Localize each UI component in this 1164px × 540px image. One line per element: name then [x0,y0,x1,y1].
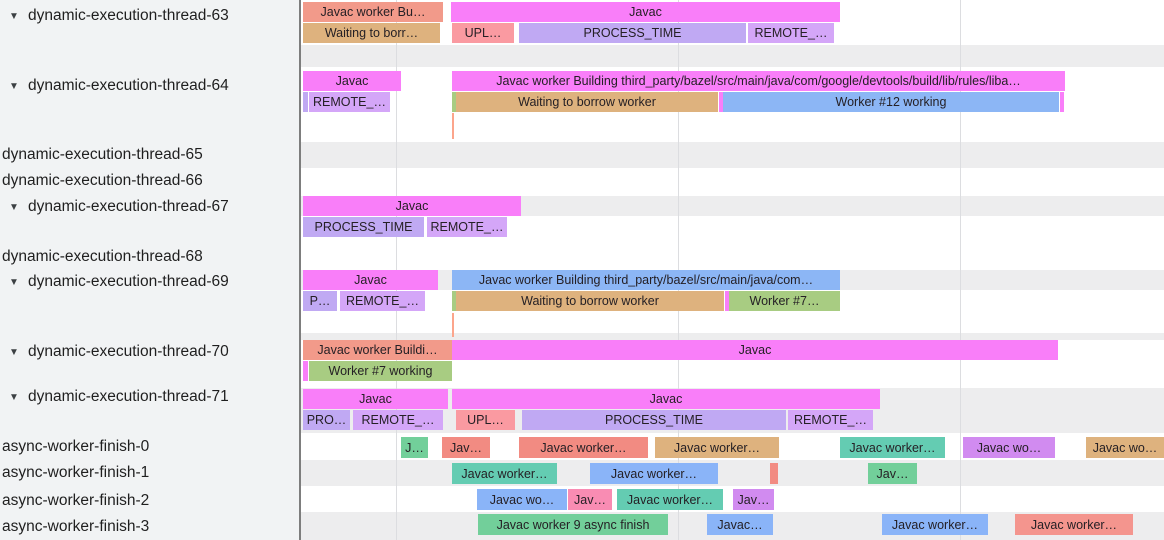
trace-slice[interactable]: Javac worker Building third_party/bazel/… [452,270,840,290]
track-row-dynamic-execution-thread-65[interactable]: dynamic-execution-thread-65 [0,142,299,168]
trace-slice[interactable]: Javac [303,71,401,91]
expand-arrow-icon[interactable]: ▼ [9,346,19,358]
trace-slice[interactable] [452,92,456,112]
trace-slice[interactable]: Jav… [568,489,612,510]
trace-slice[interactable] [725,291,729,311]
track-label: dynamic-execution-thread-68 [2,248,203,265]
trace-slice[interactable]: REMOTE_… [427,217,507,237]
trace-slice[interactable] [303,361,308,381]
trace-slice[interactable]: J… [401,437,428,458]
track-row-dynamic-execution-thread-63[interactable]: ▼ dynamic-execution-thread-63 [0,3,299,29]
trace-slice[interactable]: Javac worker Bu… [303,2,443,22]
expand-arrow-icon[interactable]: ▼ [9,276,19,288]
trace-slice[interactable]: Javac worker Buildi… [303,340,452,360]
trace-slice[interactable]: Javac [452,389,880,409]
sidebar-divider [299,0,301,540]
trace-slice[interactable]: Javac [303,196,521,216]
trace-slice[interactable]: Worker #7 working [309,361,452,381]
track-row-dynamic-execution-thread-67[interactable]: ▼ dynamic-execution-thread-67 [0,194,299,220]
expand-arrow-icon[interactable]: ▼ [9,201,19,213]
trace-slice[interactable]: Javac wo… [477,489,567,510]
incomplete-slice-marker [452,113,454,139]
trace-slice[interactable]: Javac wo… [963,437,1055,458]
trace-slice[interactable] [452,291,456,311]
track-label: async-worker-finish-1 [2,464,150,481]
trace-slice[interactable]: Javac worker… [655,437,779,458]
trace-slice[interactable]: Javac [303,270,438,290]
track-label: dynamic-execution-thread-66 [2,172,203,189]
track-row-async-worker-finish-2[interactable]: async-worker-finish-2 [0,488,299,514]
trace-slice[interactable]: Jav… [868,463,917,484]
track-label: dynamic-execution-thread-71 [28,388,229,405]
track-row-dynamic-execution-thread-64[interactable]: ▼ dynamic-execution-thread-64 [0,73,299,99]
track-row-async-worker-finish-0[interactable]: async-worker-finish-0 [0,434,299,460]
trace-slice[interactable]: PROCESS_TIME [303,217,424,237]
trace-slice[interactable]: Javac… [707,514,773,535]
trace-slice[interactable]: Worker #7… [729,291,840,311]
time-gridline [960,0,961,540]
trace-slice[interactable]: Worker #12 working [723,92,1059,112]
track-label: dynamic-execution-thread-65 [2,146,203,163]
trace-slice[interactable]: REMOTE_… [340,291,425,311]
track-label: dynamic-execution-thread-63 [28,7,229,24]
track-label: async-worker-finish-2 [2,492,150,509]
trace-slice[interactable]: PRO… [303,410,350,430]
trace-slice[interactable]: REMOTE_… [748,23,834,43]
trace-slice[interactable]: PROCESS_TIME [519,23,746,43]
trace-slice[interactable]: Waiting to borrow worker [456,291,724,311]
trace-slice[interactable]: Jav… [733,489,774,510]
track-label: dynamic-execution-thread-64 [28,77,229,94]
trace-slice[interactable]: Jav… [442,437,490,458]
track-label: dynamic-execution-thread-67 [28,198,229,215]
track-label: dynamic-execution-thread-69 [28,273,229,290]
track-row-dynamic-execution-thread-66[interactable]: dynamic-execution-thread-66 [0,168,299,194]
trace-slice[interactable]: UPL… [452,23,514,43]
row-background-band [0,333,1164,340]
trace-slice[interactable]: Javac worker 9 async finish [478,514,668,535]
trace-slice[interactable] [303,92,308,112]
trace-slice[interactable]: Javac worker… [1015,514,1133,535]
expand-arrow-icon[interactable]: ▼ [9,10,19,22]
trace-slice[interactable] [1060,92,1064,112]
trace-slice[interactable]: PROCESS_TIME [522,410,786,430]
trace-slice[interactable]: Javac worker… [590,463,718,484]
trace-slice[interactable]: P… [303,291,337,311]
track-row-dynamic-execution-thread-68[interactable]: dynamic-execution-thread-68 [0,244,299,270]
trace-slice[interactable] [719,92,723,112]
trace-slice[interactable]: Javac [303,389,448,409]
trace-slice[interactable] [770,463,778,484]
trace-slice[interactable]: Javac worker… [519,437,648,458]
trace-slice[interactable]: Javac worker… [617,489,723,510]
track-row-dynamic-execution-thread-70[interactable]: ▼ dynamic-execution-thread-70 [0,339,299,365]
trace-slice[interactable]: REMOTE_… [309,92,390,112]
track-label: dynamic-execution-thread-70 [28,343,229,360]
trace-slice[interactable]: Javac [452,340,1058,360]
track-label: async-worker-finish-3 [2,518,150,535]
trace-slice[interactable]: Javac worker Building third_party/bazel/… [452,71,1065,91]
trace-slice[interactable]: REMOTE_… [353,410,443,430]
trace-slice[interactable]: Javac [451,2,840,22]
expand-arrow-icon[interactable]: ▼ [9,391,19,403]
trace-slice[interactable]: Javac worker… [882,514,988,535]
trace-slice[interactable]: Javac worker… [840,437,945,458]
trace-slice[interactable]: Waiting to borrow worker [456,92,718,112]
track-row-async-worker-finish-1[interactable]: async-worker-finish-1 [0,460,299,486]
track-name-sidebar: ▼ dynamic-execution-thread-63 ▼ dynamic-exe… [0,0,299,540]
incomplete-slice-marker [452,313,454,337]
trace-slice[interactable]: Waiting to borr… [303,23,440,43]
expand-arrow-icon[interactable]: ▼ [9,80,19,92]
track-label: async-worker-finish-0 [2,438,150,455]
trace-slice[interactable]: Javac worker… [452,463,557,484]
trace-slice[interactable]: Javac wo… [1086,437,1164,458]
track-row-dynamic-execution-thread-69[interactable]: ▼ dynamic-execution-thread-69 [0,269,299,295]
trace-slice[interactable]: REMOTE_… [788,410,873,430]
track-row-async-worker-finish-3[interactable]: async-worker-finish-3 [0,514,299,540]
trace-slice[interactable]: UPL… [456,410,515,430]
track-row-dynamic-execution-thread-71[interactable]: ▼ dynamic-execution-thread-71 [0,384,299,410]
